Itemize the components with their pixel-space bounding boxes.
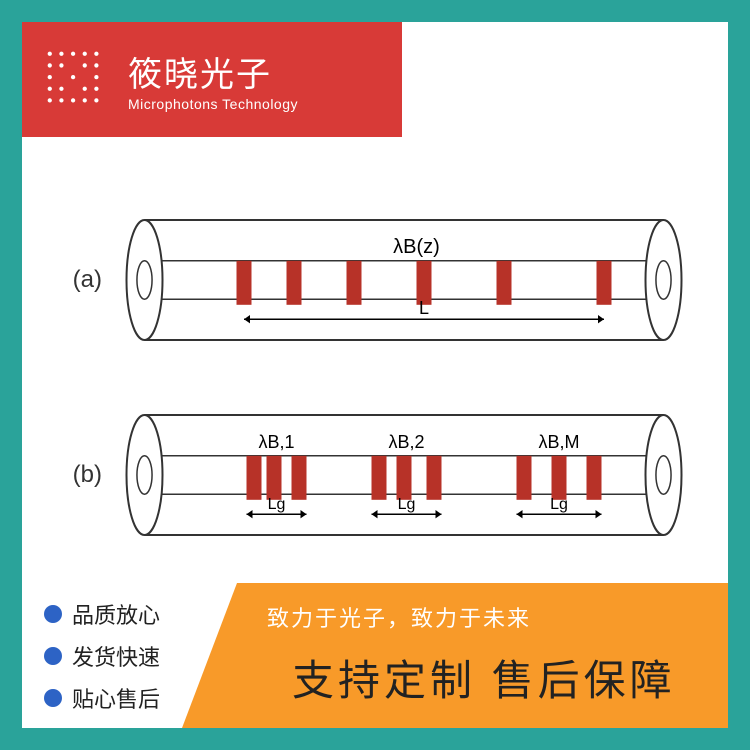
slogan-large: 支持定制 售后保障 (292, 647, 676, 708)
svg-text:Lg: Lg (268, 496, 286, 513)
svg-text:λB,1: λB,1 (258, 431, 294, 451)
row-a-label: (a) (62, 266, 102, 294)
logo-cn-text: 筱晓光子 (128, 47, 298, 96)
bullet-dot-icon (44, 605, 62, 623)
fiber-b: λB,1 Lg λB,2 Lg λB,M Lg (120, 410, 688, 540)
fiber-row-b: (b) λB,1 Lg λB,2 Lg λB,M Lg (62, 410, 688, 540)
svg-text:Lg: Lg (550, 496, 568, 513)
logo-en-text: Microphotons Technology (128, 96, 298, 112)
bullet-dot-icon (44, 689, 62, 707)
bottom-section: 品质放心 发货快速 贴心售后 致力于光子，致力于未来 支持定制 售后保障 (22, 583, 728, 728)
svg-text:λB,2: λB,2 (388, 431, 424, 451)
svg-text:Lg: Lg (398, 496, 416, 513)
bottom-right-panel: 致力于光子，致力于未来 支持定制 售后保障 (237, 583, 728, 728)
slogan-small: 致力于光子，致力于未来 (267, 601, 531, 633)
svg-text:λB,M: λB,M (538, 431, 579, 451)
main-frame: 筱晓光子 Microphotons Technology (a) λB(z) L … (0, 0, 750, 750)
fiber-a: λB(z) L (120, 215, 688, 345)
bullet-2-text: 发货快速 (72, 640, 160, 672)
diagram-area: (a) λB(z) L (b) λB,1 Lg λB,2 Lg λB,M Lg (62, 162, 688, 592)
bullet-dot-icon (44, 647, 62, 665)
svg-text:L: L (419, 298, 429, 318)
logo-bar: 筱晓光子 Microphotons Technology (22, 22, 402, 137)
logo-icon (42, 46, 110, 114)
bullet-3-text: 贴心售后 (72, 682, 160, 714)
svg-text:λB(z): λB(z) (393, 235, 440, 257)
fiber-row-a: (a) λB(z) L (62, 215, 688, 345)
row-b-label: (b) (62, 461, 102, 489)
bullet-1-text: 品质放心 (72, 598, 160, 630)
